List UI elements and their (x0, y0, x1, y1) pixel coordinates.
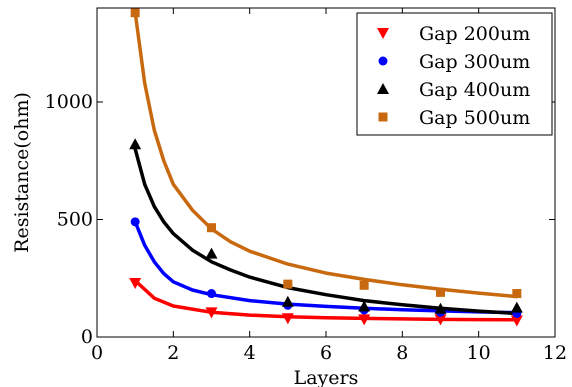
fit-curves (133, 10, 519, 322)
x-tick-label: 6 (320, 342, 332, 364)
legend-marker-series-4 (378, 112, 388, 122)
data-point-series-4 (512, 289, 522, 299)
legend-entry-label: Gap 200um (419, 23, 530, 45)
y-tick-label: 0 (81, 326, 93, 348)
y-tick-label: 500 (57, 209, 93, 231)
fit-line-series-2 (133, 220, 519, 315)
data-point-series-4 (130, 8, 140, 18)
y-axis-label: Resistance(ohm) (11, 92, 33, 253)
data-markers (129, 8, 523, 327)
legend-marker-series-2 (378, 56, 388, 66)
data-point-series-1 (434, 314, 447, 326)
data-point-series-3 (281, 295, 294, 307)
x-tick-label: 12 (543, 342, 567, 364)
data-point-series-3 (129, 138, 142, 150)
data-point-series-1 (129, 277, 142, 289)
data-point-series-1 (205, 307, 218, 319)
data-point-series-4 (207, 223, 216, 233)
fit-line-series-1 (133, 278, 519, 322)
legend-entry-label: Gap 300um (419, 51, 530, 73)
data-point-series-3 (358, 300, 371, 312)
legend-box (356, 12, 553, 136)
legend-marker-series-3 (377, 83, 389, 94)
x-tick-label: 2 (167, 342, 179, 364)
data-point-series-3 (434, 302, 447, 314)
x-tick-label: 10 (467, 342, 491, 364)
legend: Gap 200um Gap 300um Gap 400um Gap 500um (356, 12, 553, 136)
data-point-series-2 (207, 289, 216, 299)
legend-marker-series-1 (377, 28, 389, 39)
data-point-series-4 (283, 279, 293, 289)
fit-line-series-4 (133, 10, 519, 299)
legend-entry-label: Gap 500um (419, 107, 530, 129)
y-tick-label: 1000 (45, 91, 93, 113)
data-point-series-1 (281, 313, 294, 325)
x-tick-label: 0 (91, 342, 103, 364)
x-axis-label: Layers (294, 367, 359, 387)
x-tick-label: 4 (244, 342, 256, 364)
fit-line-series-3 (133, 147, 519, 316)
data-point-series-4 (359, 280, 369, 290)
data-point-series-3 (510, 301, 523, 313)
x-tick-label: 8 (396, 342, 408, 364)
data-point-series-1 (358, 314, 371, 326)
data-point-series-3 (205, 247, 218, 259)
data-point-series-1 (510, 315, 523, 327)
axis-ticks: 0 2 4 6 8 10 12 0 500 1000 (45, 8, 567, 364)
legend-entry-label: Gap 400um (419, 79, 530, 101)
data-point-series-4 (436, 287, 445, 297)
data-point-series-2 (130, 217, 140, 227)
